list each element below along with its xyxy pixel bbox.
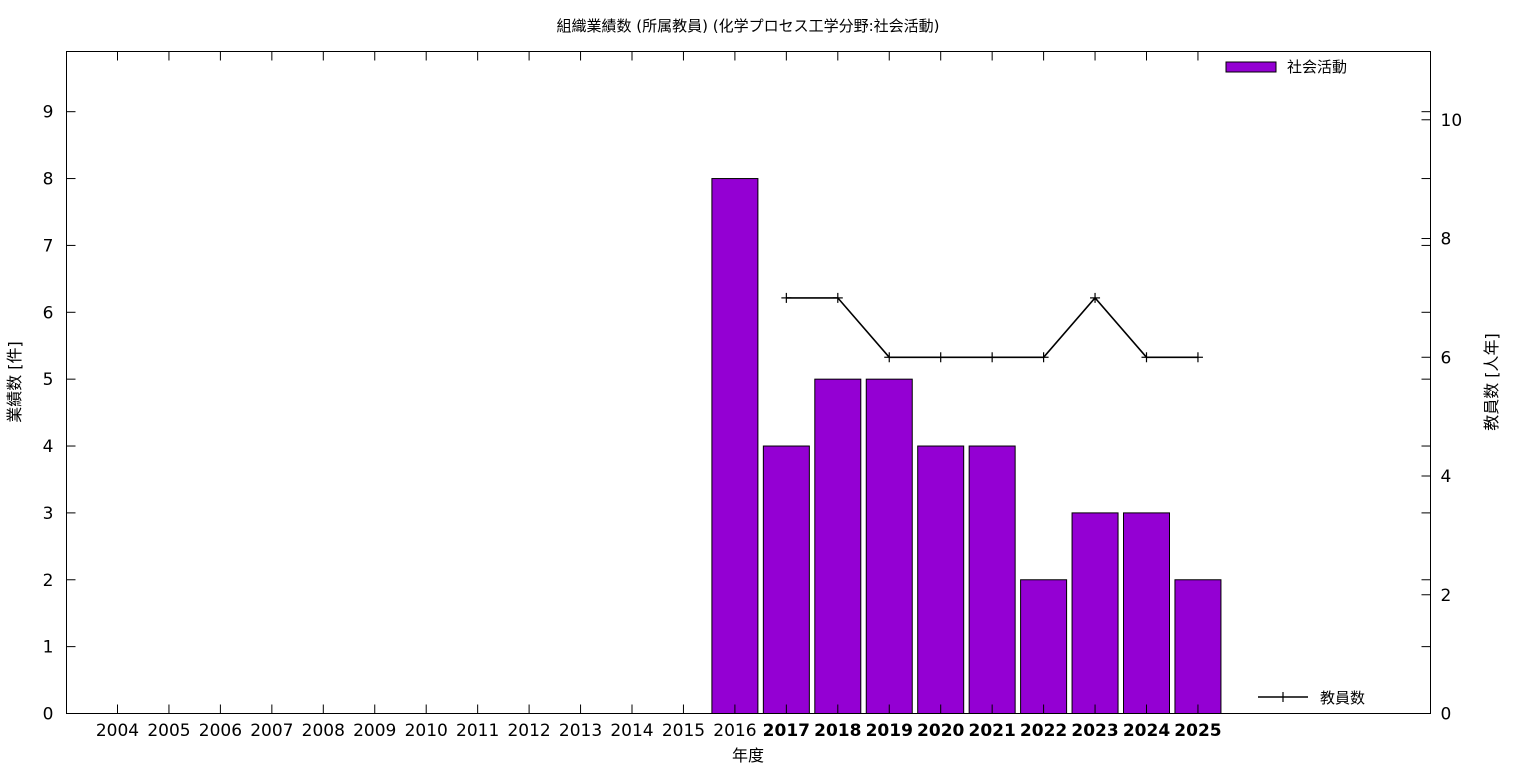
x-tick-label: 2017: [763, 721, 810, 741]
x-tick-label: 2011: [456, 721, 499, 741]
line-point-2023: [1090, 292, 1101, 303]
line-point-2018: [832, 292, 843, 303]
x-tick-label: 2016: [713, 721, 756, 741]
x-axis: 2004 2005 2006 2007 2008 2009 2010 2011 2012 2013…: [96, 51, 1222, 741]
y2-tick-label: 8: [1441, 230, 1452, 250]
bar-2022: [1020, 579, 1068, 715]
chart-title: 組織業績数 (所属教員) (化学プロセス工学分野:社会活動): [556, 17, 939, 35]
legend-bar-swatch: [1225, 61, 1277, 73]
y-tick-label: 1: [43, 638, 54, 658]
y2-tick-label: 2: [1441, 586, 1452, 606]
x-tick-label: 2020: [917, 721, 964, 741]
y-tick-label: 0: [43, 705, 54, 725]
x-tick-label: 2008: [302, 721, 345, 741]
y-tick-label: 7: [43, 236, 54, 256]
x-tick-label: 2025: [1174, 721, 1221, 741]
y-tick-label: 8: [43, 170, 54, 190]
line-group: [781, 292, 1203, 363]
x-tick-label: 2006: [199, 721, 242, 741]
x-axis-label: 年度: [732, 746, 764, 765]
x-tick-label: 2010: [405, 721, 448, 741]
y-tick-label: 3: [43, 504, 54, 524]
legend-bar-label: 社会活動: [1287, 58, 1347, 76]
bar-group: [711, 178, 1222, 715]
bar-2024: [1123, 512, 1170, 714]
y-tick-label: 5: [43, 370, 54, 390]
x-tick-label: 2013: [559, 721, 602, 741]
bar-2016: [711, 178, 759, 715]
bar-2020: [917, 445, 965, 714]
y-tick-label: 4: [43, 437, 54, 457]
y2-tick-label: 0: [1441, 705, 1452, 725]
bar-2017: [762, 445, 810, 714]
y-axis: 0 1 2 3 4 5 6 7 8 9: [43, 103, 1431, 725]
y-tick-label: 6: [43, 303, 54, 323]
y-tick-label: 9: [43, 103, 54, 123]
bar-2019: [865, 378, 913, 714]
x-tick-label: 2004: [96, 721, 139, 741]
x-tick-label: 2015: [662, 721, 705, 741]
x-tick-label: 2005: [147, 721, 190, 741]
x-tick-label: 2012: [507, 721, 550, 741]
bar-2021: [968, 445, 1016, 714]
x-tick-label: 2009: [353, 721, 396, 741]
legend-bar: 社会活動: [1225, 58, 1347, 76]
bar-2018: [814, 378, 862, 714]
line-point-2025: [1192, 352, 1203, 363]
x-tick-label: 2023: [1071, 721, 1118, 741]
bar-2023: [1071, 512, 1119, 714]
line-point-2017: [781, 292, 792, 303]
x-tick-label: 2014: [610, 721, 653, 741]
y-tick-label: 2: [43, 571, 54, 591]
legend-line: 教員数: [1258, 689, 1365, 707]
y2-axis: 0 2 4 6 8 10: [1421, 111, 1463, 725]
y2-tick-label: 10: [1441, 111, 1463, 131]
line-point-2019: [884, 352, 895, 363]
line-point-2022: [1038, 352, 1049, 363]
y-axis-label: 業績数 [件]: [5, 341, 24, 423]
x-tick-label: 2018: [814, 721, 861, 741]
y2-tick-label: 6: [1441, 348, 1452, 368]
y2-tick-label: 4: [1441, 467, 1452, 487]
x-tick-label: 2007: [250, 721, 293, 741]
bar-2025: [1174, 579, 1222, 715]
line-series-path: [786, 296, 1198, 359]
y2-axis-label: 教員数 [人年]: [1482, 333, 1501, 431]
x-tick-label: 2021: [968, 721, 1015, 741]
line-point-2021: [987, 352, 998, 363]
x-tick-label: 2019: [866, 721, 913, 741]
legend-line-label: 教員数: [1320, 689, 1365, 707]
x-tick-label: 2022: [1020, 721, 1067, 741]
line-point-2020: [935, 352, 946, 363]
line-point-2024: [1141, 352, 1152, 363]
x-tick-label: 2024: [1123, 721, 1170, 741]
